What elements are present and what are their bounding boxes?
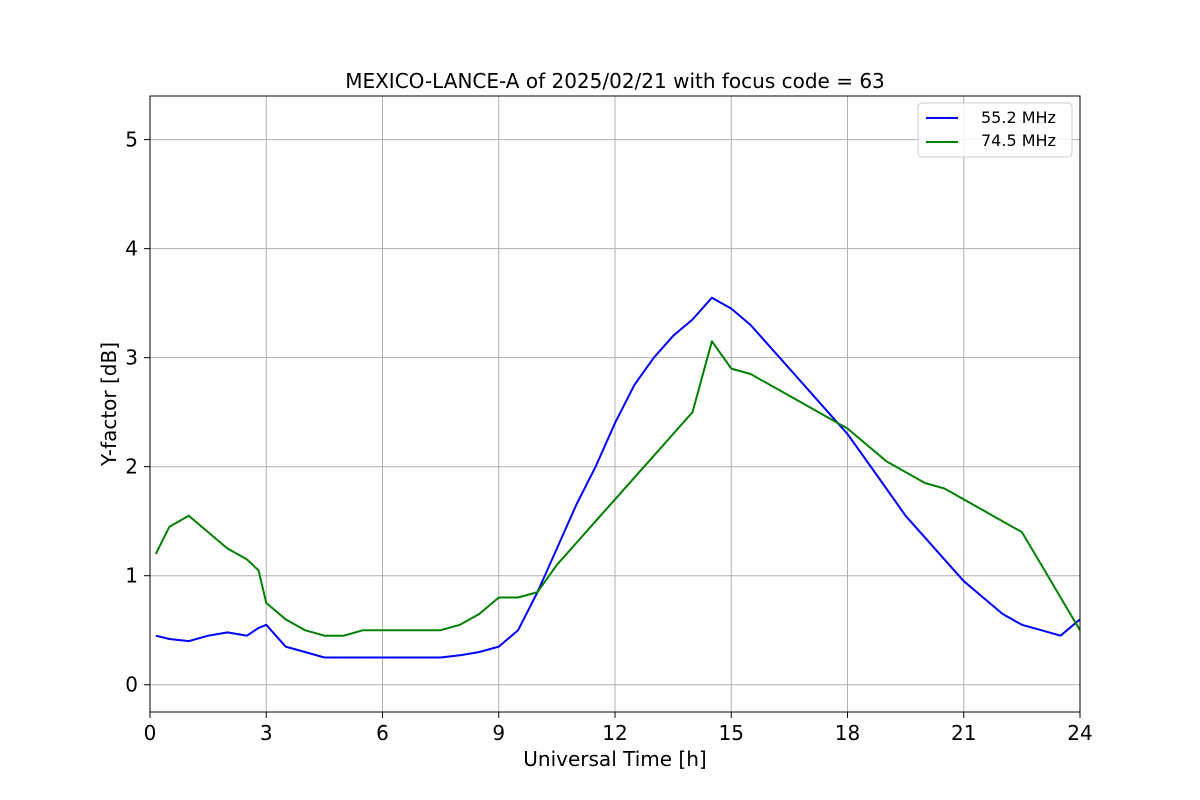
y-tick-label: 3: [125, 346, 138, 370]
x-axis-label: Universal Time [h]: [523, 747, 706, 771]
chart-title: MEXICO-LANCE-A of 2025/02/21 with focus …: [345, 69, 885, 93]
x-tick-label: 15: [719, 721, 744, 745]
x-tick-label: 9: [492, 721, 505, 745]
series-line-55-2-mhz: [155, 296, 1081, 659]
x-tick-label: 24: [1067, 721, 1092, 745]
x-tick-label: 3: [260, 721, 273, 745]
legend: 55.2 MHz 74.5 MHz: [917, 102, 1073, 158]
legend-box: [917, 102, 1073, 158]
legend-label-74mhz: 74.5 MHz: [981, 131, 1056, 150]
series-line-74-5-mhz: [154, 340, 1081, 637]
y-tick-label: 5: [125, 128, 138, 152]
x-tick-label: 21: [951, 721, 976, 745]
x-tick-label: 12: [602, 721, 627, 745]
legend-label-55mhz: 55.2 MHz: [981, 108, 1056, 127]
y-tick-label: 4: [125, 237, 138, 261]
x-tick-label: 6: [376, 721, 389, 745]
x-tick-label: 0: [144, 721, 157, 745]
grid-lines: [149, 96, 1081, 712]
y-axis-label: Y-factor [dB]: [97, 342, 121, 467]
y-tick-label: 2: [125, 455, 138, 479]
plot-area: [154, 296, 1081, 659]
y-tick-label: 0: [125, 673, 138, 697]
x-tick-label: 18: [835, 721, 860, 745]
y-tick-label: 1: [125, 564, 138, 588]
